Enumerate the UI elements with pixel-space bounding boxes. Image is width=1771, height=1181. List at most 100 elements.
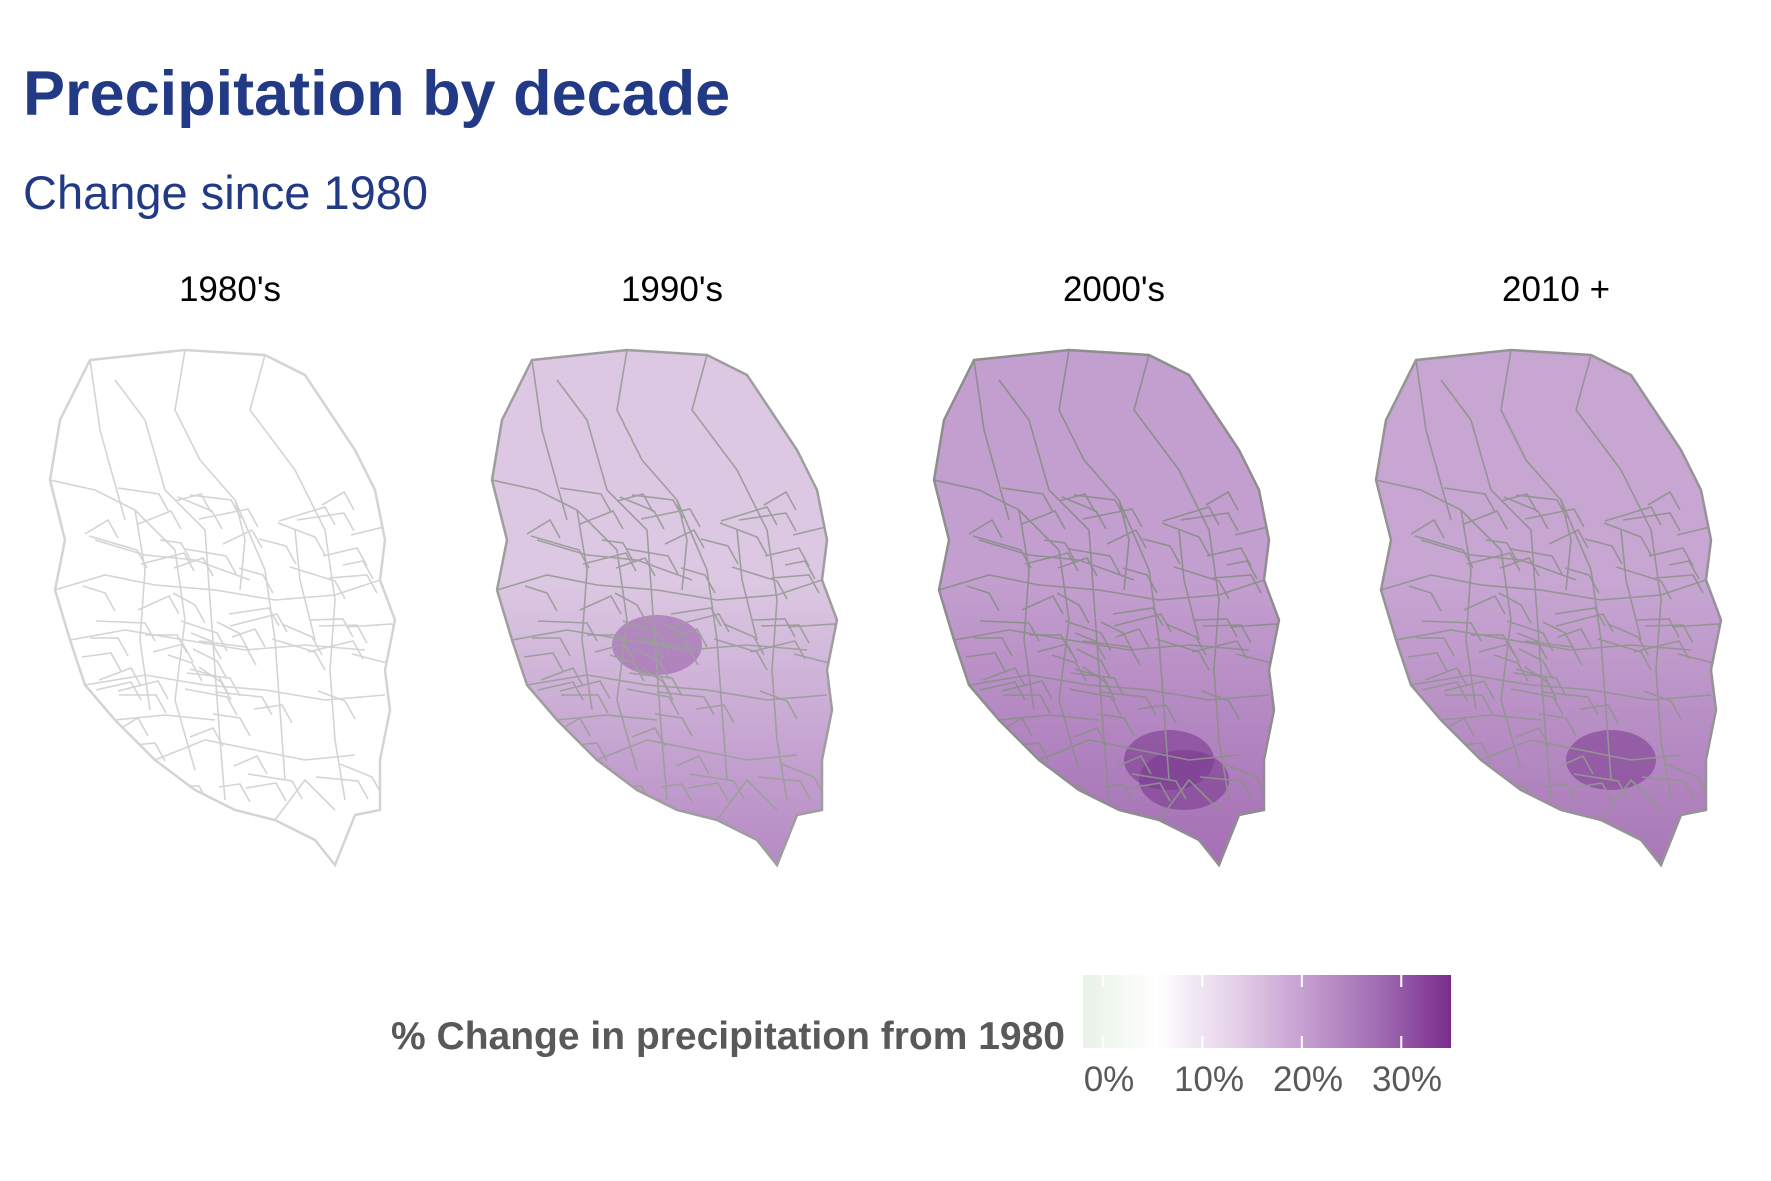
subbasin-boundary bbox=[152, 643, 194, 663]
subbasin-boundary bbox=[114, 379, 206, 531]
subbasin-boundary bbox=[1571, 782, 1613, 802]
subbasin-boundary bbox=[619, 496, 665, 530]
subbasin-boundary bbox=[1376, 479, 1502, 551]
subbasin-boundary bbox=[1206, 547, 1252, 567]
subbasin-boundary bbox=[1416, 637, 1455, 657]
subbasin-boundary bbox=[1510, 548, 1563, 575]
subbasin-boundary bbox=[1499, 557, 1540, 577]
subbasin-boundary bbox=[532, 637, 571, 657]
subbasin-boundary bbox=[496, 574, 823, 601]
subbasin-boundary bbox=[1573, 773, 1629, 800]
subbasin-boundary bbox=[670, 607, 722, 627]
subbasin-boundary bbox=[675, 754, 710, 775]
subbasin-boundary bbox=[137, 509, 182, 530]
subbasin-boundary bbox=[84, 518, 119, 539]
subbasin-boundary bbox=[1068, 548, 1121, 575]
subbasin-boundary bbox=[559, 487, 612, 513]
subbasin-boundary bbox=[1226, 560, 1258, 580]
subbasin-layer bbox=[492, 350, 837, 821]
subbasin-boundary bbox=[1056, 592, 1090, 624]
subbasin-boundary bbox=[1003, 694, 1051, 714]
subbasin-boundary bbox=[1575, 354, 1622, 471]
subbasin-boundary bbox=[1607, 623, 1649, 656]
subbasin-boundary bbox=[656, 691, 715, 716]
subbasin-boundary bbox=[998, 714, 1100, 721]
subbasin-boundary bbox=[1548, 528, 1589, 549]
subbasin-boundary bbox=[1647, 490, 1681, 511]
subbasin-boundary bbox=[966, 585, 1000, 612]
subbasin-layer bbox=[50, 350, 395, 821]
subbasin-boundary bbox=[1538, 713, 1577, 737]
subbasin-boundary bbox=[1415, 359, 1452, 521]
subbasin-boundary bbox=[616, 350, 643, 461]
subbasin-boundary bbox=[342, 560, 374, 580]
subbasin-boundary bbox=[184, 548, 237, 575]
subbasin-boundary bbox=[1068, 688, 1122, 716]
subbasin-boundary bbox=[309, 618, 354, 638]
subbasin-boundary bbox=[968, 518, 1003, 539]
subbasin-boundary bbox=[1148, 569, 1170, 781]
subbasin-boundary bbox=[511, 629, 808, 651]
subbasin-boundary bbox=[720, 506, 778, 526]
subbasin-layer bbox=[934, 350, 1279, 821]
subbasin-boundary bbox=[974, 637, 1013, 657]
colorbar-gradient bbox=[1083, 975, 1451, 1048]
subbasin-boundary bbox=[691, 354, 738, 471]
watershed-outline bbox=[48, 348, 397, 868]
subbasin-boundary bbox=[1654, 574, 1704, 594]
subbasin-boundary bbox=[1544, 783, 1577, 803]
subbasin-boundary bbox=[1029, 634, 1072, 654]
subbasin-boundary bbox=[1061, 496, 1107, 530]
subbasin-boundary bbox=[1191, 640, 1248, 660]
subbasin-boundary bbox=[982, 667, 1026, 687]
subbasin-boundary bbox=[174, 549, 196, 771]
subbasin-boundary bbox=[700, 538, 739, 565]
facet-label-2000s: 2000's bbox=[1062, 270, 1166, 309]
subbasin-boundary bbox=[1443, 680, 1495, 700]
subbasin-boundary bbox=[1076, 648, 1112, 680]
subbasin-boundary bbox=[69, 629, 366, 651]
subbasin-boundary bbox=[1516, 632, 1548, 660]
subbasin-boundary bbox=[757, 776, 811, 800]
subbasin-boundary bbox=[1443, 487, 1496, 513]
watershed-outline bbox=[932, 348, 1281, 868]
subbasin-boundary bbox=[576, 509, 593, 711]
subbasin-boundary bbox=[689, 773, 745, 800]
subbasin-boundary bbox=[938, 574, 1265, 601]
subbasin-boundary bbox=[1564, 567, 1600, 594]
subbasin-boundary bbox=[1180, 512, 1239, 532]
subbasin-boundary bbox=[50, 479, 176, 551]
subbasin-boundary bbox=[1073, 494, 1126, 519]
subbasin-boundary bbox=[770, 574, 820, 594]
subbasin-boundary bbox=[1471, 634, 1514, 654]
subbasin-boundary bbox=[186, 672, 241, 697]
subbasin-boundary bbox=[1001, 680, 1053, 700]
subbasin-boundary bbox=[626, 688, 680, 716]
subbasin-boundary bbox=[321, 490, 355, 511]
subbasin-boundary bbox=[579, 509, 624, 530]
subbasin-boundary bbox=[1102, 783, 1135, 803]
subbasin-boundary bbox=[289, 566, 346, 600]
subbasin-boundary bbox=[764, 547, 810, 567]
subbasin-boundary bbox=[561, 694, 609, 714]
subbasin-boundary bbox=[1503, 496, 1549, 530]
subbasin-boundary bbox=[1173, 566, 1230, 600]
subbasin-boundary bbox=[731, 566, 788, 600]
subbasin-boundary bbox=[88, 535, 148, 569]
subbasin-boundary bbox=[1463, 594, 1506, 615]
subbasin-boundary bbox=[1088, 529, 1110, 801]
subbasin-boundary bbox=[1131, 773, 1187, 800]
subbasin-boundary bbox=[1199, 776, 1253, 800]
subbasin-boundary bbox=[1142, 538, 1181, 565]
subbasin-boundary bbox=[526, 518, 561, 539]
subbasin-boundary bbox=[1414, 535, 1474, 569]
subbasin-boundary bbox=[1600, 778, 1662, 821]
subbasin-boundary bbox=[1597, 638, 1652, 671]
subbasin-boundary bbox=[1410, 518, 1445, 539]
subbasin-boundary bbox=[719, 522, 768, 556]
subbasin-boundary bbox=[1620, 469, 1662, 601]
subbasin-boundary bbox=[1021, 594, 1064, 615]
subbasin-boundary bbox=[218, 783, 251, 803]
subbasin-boundary bbox=[1498, 592, 1532, 624]
